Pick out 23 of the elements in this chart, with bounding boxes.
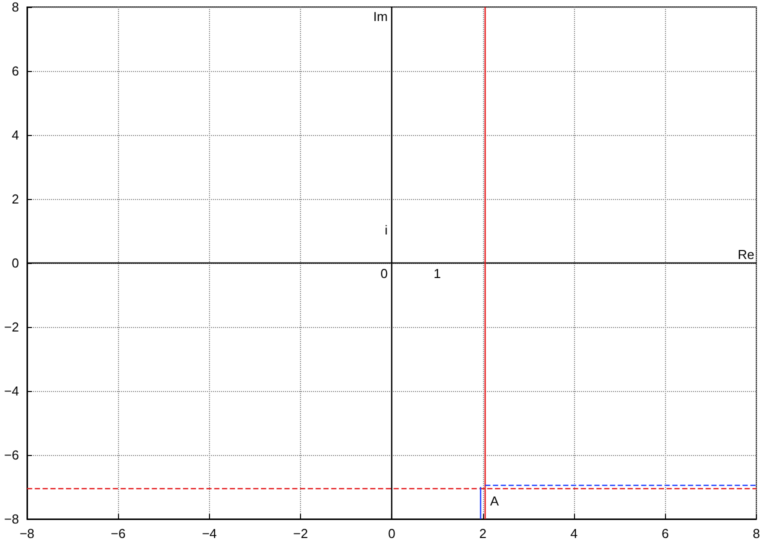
- y-tick-label: −4: [4, 384, 19, 398]
- annotation: 1: [434, 266, 441, 281]
- y-tick-label: −6: [4, 448, 19, 462]
- annotation: Im: [373, 9, 388, 24]
- y-tick-label: 0: [12, 256, 19, 270]
- x-tick-label: 4: [570, 526, 578, 541]
- x-tick-label: −2: [293, 526, 308, 541]
- x-tick-label: −6: [110, 526, 126, 541]
- x-tick-label: 2: [479, 526, 486, 541]
- annotation: i: [384, 222, 388, 238]
- x-tick-label: 6: [662, 526, 669, 541]
- x-tick-label: −4: [202, 526, 217, 541]
- annotation: A: [490, 494, 500, 509]
- annotation: 0: [380, 266, 388, 281]
- y-tick-label: −8: [4, 512, 19, 526]
- y-tick-label: −2: [4, 320, 19, 334]
- y-tick-label: 6: [12, 64, 19, 78]
- y-tick-label: 8: [12, 0, 19, 14]
- x-tick-label: 8: [752, 526, 760, 541]
- annotation: Re: [738, 247, 754, 262]
- y-tick-label: 2: [12, 192, 19, 206]
- x-tick-label: 0: [388, 526, 396, 541]
- y-tick-label: 4: [12, 128, 19, 142]
